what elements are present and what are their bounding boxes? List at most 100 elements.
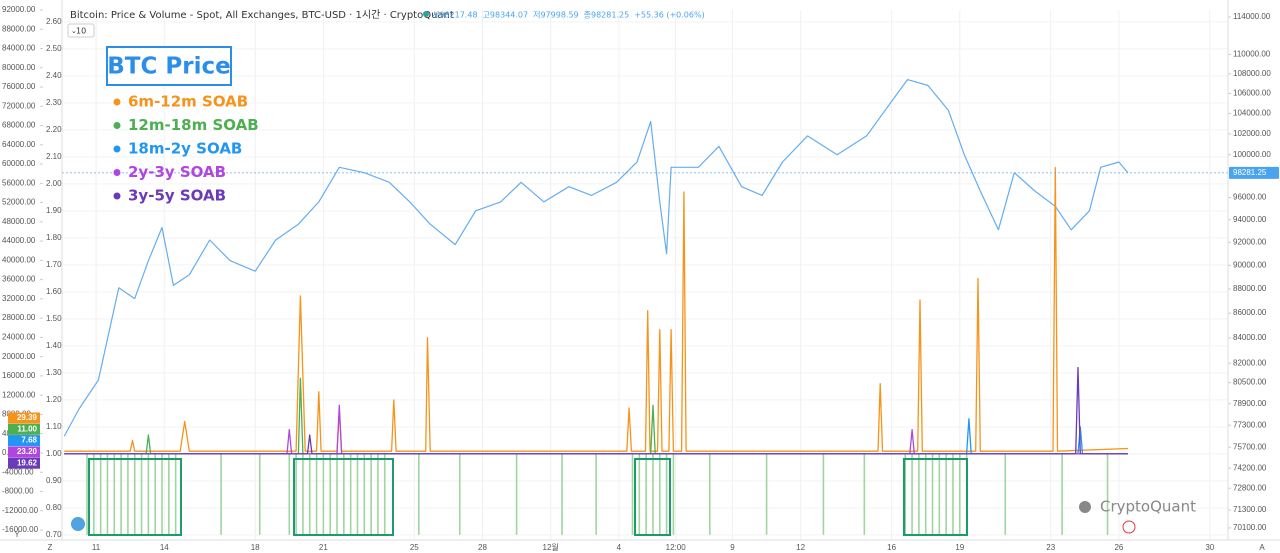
y-tick-label: 1.20 (46, 395, 62, 404)
bar (93, 452, 95, 535)
y3-tick-label: 80000.00 (2, 63, 36, 72)
bar (911, 452, 913, 535)
y3-tick-label: 28000.00 (2, 313, 36, 322)
y3-tick-label: 44000.00 (2, 236, 36, 245)
y-tick-label: 1.50 (46, 314, 62, 323)
highlight-box (634, 458, 671, 536)
y3-tick-label: 72000.00 (2, 101, 36, 110)
bar (1106, 452, 1109, 535)
bar (918, 452, 920, 535)
value-tag (8, 412, 40, 424)
bar (113, 452, 116, 535)
bar (708, 452, 711, 535)
watermark-logo (1079, 501, 1091, 513)
y3-tick-label: 56000.00 (2, 178, 36, 187)
legend-label: 18m-2y SOAB (128, 140, 242, 158)
y-tick-label: 2.30 (46, 98, 62, 107)
bar (99, 452, 102, 535)
legend-box (106, 46, 232, 86)
y3-tick-label: 16000.00 (2, 371, 36, 380)
bar (418, 452, 420, 535)
bar (658, 452, 661, 535)
legend-dot (113, 169, 121, 176)
y-tick-label: 0.70 (46, 530, 62, 539)
bar (127, 452, 129, 535)
y3-tick-label: 68000.00 (2, 121, 36, 130)
y-tick-label: 2.00 (46, 179, 62, 188)
y-tick-label: 1.40 (46, 341, 62, 350)
bar (174, 452, 177, 535)
value-tag (8, 457, 40, 469)
y3-tick-label: 36000.00 (2, 275, 36, 284)
bar (308, 452, 311, 535)
y-tick-label: 0.90 (46, 476, 62, 485)
y2-tick-label: 72800.00 (1233, 483, 1267, 492)
bar (952, 452, 954, 535)
y2-tick-label: 100000.00 (1233, 150, 1271, 159)
y-tick-label: 0.80 (46, 503, 62, 512)
value-tag (8, 435, 40, 447)
bar (458, 452, 461, 535)
y3-tick-label: 88000.00 (2, 24, 36, 33)
value-tag-label: 19.62 (17, 458, 38, 467)
y3-tick-label: 32000.00 (2, 294, 36, 303)
bar (938, 452, 941, 535)
line-layer (62, 79, 1228, 455)
last-price-label: 98281.25 (1233, 168, 1267, 177)
highlight-box (293, 458, 394, 536)
y-tick-label: 2.40 (46, 71, 62, 80)
highlight-boxes (88, 458, 968, 536)
legend-dot (113, 145, 121, 153)
value-tag (8, 423, 40, 435)
y2-tick-label: 114000.00 (1233, 12, 1271, 21)
y3-tick-label: 12000.00 (2, 390, 36, 399)
bar (515, 452, 518, 535)
x-tick-label: 16 (887, 543, 896, 552)
y2-tick-label: 78900.00 (1233, 399, 1267, 408)
ohlc: 시98217.48 고98344.07 저97998.59 종98281.25 +55.… (432, 11, 705, 20)
y3-tick-label: 20000.00 (2, 352, 36, 361)
scale-button: Z (48, 543, 53, 552)
bar (383, 452, 386, 535)
y-tick-label: 1.70 (46, 260, 62, 269)
y2-tick-label: 106000.00 (1233, 89, 1271, 98)
x-tick-label: 11 (92, 543, 101, 552)
bar (258, 452, 261, 535)
ohlc-value: 시98217.48 (432, 11, 478, 20)
bar (86, 452, 88, 535)
legend-dot (113, 192, 121, 200)
cloud-icon[interactable] (71, 517, 85, 531)
bar (377, 452, 379, 535)
bar (652, 452, 654, 535)
legend-label: 6m-12m SOAB (128, 93, 248, 111)
scale-button: A (1259, 543, 1265, 552)
bar (168, 452, 170, 535)
bar (665, 452, 668, 535)
y2-tick-label: 80500.00 (1233, 378, 1267, 387)
y3-tick-label: 92000.00 (2, 5, 36, 14)
x-tick-label: 12:00 (666, 543, 687, 552)
y2-tick-label: 82000.00 (1233, 358, 1267, 367)
legend: BTC Price 6m-12m SOAB 12m-18m SOAB 18m-2y S… (106, 46, 259, 205)
ohlc-value: +55.36 (+0.06%) (634, 11, 705, 20)
bar (343, 452, 345, 535)
alert-icon[interactable] (1122, 520, 1136, 534)
bar (765, 452, 768, 535)
bar (672, 452, 675, 535)
bar (631, 452, 634, 535)
bar (161, 452, 163, 535)
x-tick-label: 26 (1114, 543, 1123, 552)
bar (133, 452, 136, 535)
y3-tick-label: 64000.00 (2, 140, 36, 149)
y3-tick-label: -8000.00 (2, 487, 34, 496)
bar (356, 452, 359, 535)
bar (140, 452, 143, 535)
soab-line (64, 366, 1128, 455)
bar (220, 452, 222, 535)
legend-dot (113, 122, 121, 129)
bar (154, 452, 156, 535)
bar (106, 452, 109, 535)
value-tag (8, 446, 40, 458)
interval-box[interactable] (67, 23, 95, 38)
